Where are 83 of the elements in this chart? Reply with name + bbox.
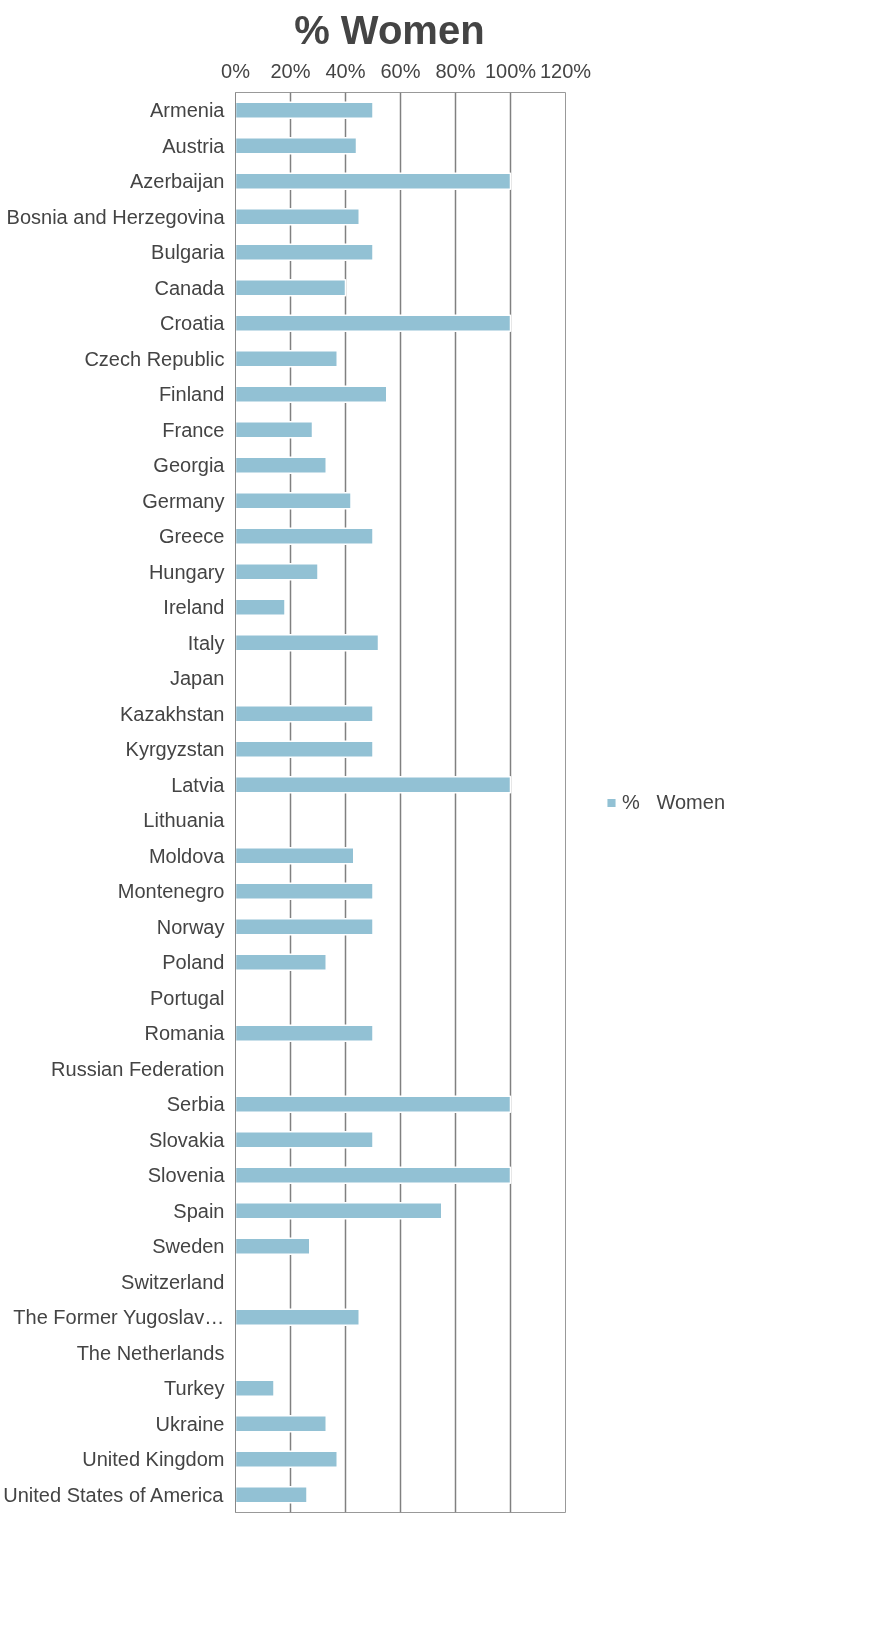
bar <box>235 740 374 758</box>
bar <box>235 563 319 581</box>
y-tick-label: Italy <box>187 631 225 654</box>
y-tick-label: Canada <box>154 276 226 299</box>
y-tick-label: Ukraine <box>155 1412 225 1435</box>
bar <box>235 527 374 545</box>
bar <box>235 137 358 155</box>
bar <box>235 1450 338 1468</box>
chart-title: % Women <box>294 7 485 52</box>
x-tick-label: 20% <box>270 59 311 82</box>
bar <box>235 314 512 332</box>
y-tick-label: United Kingdom <box>82 1448 225 1471</box>
y-tick-label: Switzerland <box>121 1270 225 1293</box>
y-tick-label: Kyrgyzstan <box>125 738 225 761</box>
y-tick-label: Russian Federation <box>51 1057 225 1080</box>
bar <box>235 456 327 474</box>
legend-label: % Women <box>622 790 725 814</box>
y-tick-label: Armenia <box>150 99 226 122</box>
bar <box>235 385 388 403</box>
bar <box>235 776 512 794</box>
bar <box>235 101 374 119</box>
y-tick-label: Bulgaria <box>151 241 226 264</box>
bar <box>235 208 360 226</box>
bar <box>235 1486 308 1504</box>
bar <box>235 1308 360 1326</box>
y-tick-label: Sweden <box>152 1235 225 1258</box>
bar <box>235 1131 374 1149</box>
x-tick-label: 100% <box>484 59 537 82</box>
y-tick-label: Romania <box>144 1022 226 1045</box>
bar <box>235 882 374 900</box>
y-tick-label: Portugal <box>150 986 225 1009</box>
bar <box>235 1379 275 1397</box>
y-tick-label: Hungary <box>148 560 225 583</box>
y-tick-label: Greece <box>158 525 225 548</box>
y-tick-label: Georgia <box>153 454 226 477</box>
y-tick-label: Moldova <box>148 844 226 867</box>
y-tick-label: Montenegro <box>117 880 225 903</box>
bar <box>235 598 286 616</box>
y-tick-label: Czech Republic <box>84 347 225 370</box>
y-tick-label: The Former Yugoslav… <box>13 1306 225 1329</box>
x-tick-label: 120% <box>539 59 592 82</box>
y-tick-label: Japan <box>170 667 225 690</box>
bar <box>235 1095 512 1113</box>
y-tick-label: Azerbaijan <box>130 170 225 193</box>
bar <box>235 243 374 261</box>
bar <box>235 953 327 971</box>
y-tick-label: Ireland <box>163 596 225 619</box>
bar <box>235 172 512 190</box>
x-tick-label: 60% <box>380 59 421 82</box>
bar <box>235 1024 374 1042</box>
y-tick-label: Kazakhstan <box>119 702 225 725</box>
y-tick-label: Lithuania <box>143 809 226 832</box>
y-tick-label: Slovenia <box>147 1164 226 1187</box>
bar <box>235 705 374 723</box>
bar <box>235 421 314 439</box>
y-tick-label: Germany <box>142 489 225 512</box>
bar <box>235 279 347 297</box>
bar <box>235 918 374 936</box>
y-tick-label: The Netherlands <box>76 1341 225 1364</box>
y-tick-label: Latvia <box>171 773 226 796</box>
y-tick-label: Norway <box>156 915 225 938</box>
bar <box>235 634 380 652</box>
x-tick-label: 80% <box>435 59 476 82</box>
y-tick-label: Poland <box>162 951 225 974</box>
x-tick-label: 40% <box>325 59 366 82</box>
bar <box>235 1237 311 1255</box>
bar <box>235 1166 512 1184</box>
bar <box>235 1415 327 1433</box>
bar <box>235 847 355 865</box>
y-tick-label: United States of America <box>3 1483 225 1506</box>
y-tick-label: Croatia <box>160 312 226 335</box>
y-tick-label: Slovakia <box>148 1128 226 1151</box>
y-tick-label: Serbia <box>166 1093 226 1116</box>
y-tick-label: Finland <box>158 383 225 406</box>
y-tick-label: Spain <box>173 1199 225 1222</box>
bar <box>235 1202 443 1220</box>
bar <box>235 350 338 368</box>
x-tick-label: 0% <box>221 59 251 82</box>
y-tick-label: Bosnia and Herzegovina <box>6 205 226 228</box>
y-tick-label: Austria <box>162 134 226 157</box>
y-tick-label: Turkey <box>164 1377 225 1400</box>
y-tick-label: France <box>162 418 225 441</box>
bar <box>235 492 352 510</box>
